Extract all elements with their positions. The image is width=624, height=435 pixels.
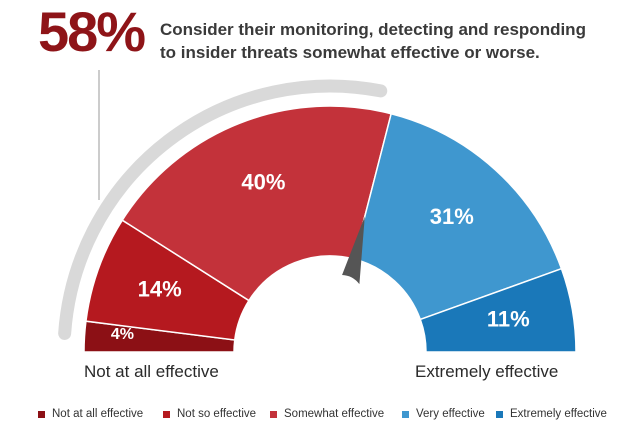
headline-text-line2: to insider threats somewhat effective or… xyxy=(160,43,540,62)
headline-text: Consider their monitoring, detecting and… xyxy=(160,18,620,64)
legend-label: Not at all effective xyxy=(52,408,144,420)
gauge-needle xyxy=(342,216,365,285)
legend-item-somewhat-effective: Somewhat effective xyxy=(270,408,384,420)
legend-item-not-so-effective: Not so effective xyxy=(163,408,256,420)
gauge-value-labels: 4% 14% 40% 31% 11% xyxy=(111,170,530,344)
headline: 58% Consider their monitoring, detecting… xyxy=(38,0,618,70)
legend-item-extremely-effective: Extremely effective xyxy=(496,408,607,420)
legend-label: Somewhat effective xyxy=(284,408,385,420)
legend-swatch xyxy=(38,410,45,418)
legend-swatch xyxy=(496,410,503,418)
right-end-label: Extremely effective xyxy=(415,362,559,381)
legend-label: Extremely effective xyxy=(510,408,607,420)
value-label-not-at-all-effective: 4% xyxy=(111,326,134,343)
gauge-hub xyxy=(235,257,425,435)
legend-item-not-at-all-effective: Not at all effective xyxy=(38,408,143,420)
legend-swatch xyxy=(163,410,170,418)
value-label-not-so-effective: 14% xyxy=(138,277,182,302)
value-label-very-effective: 31% xyxy=(430,204,474,229)
legend: Not at all effective Not so effective Some… xyxy=(38,408,618,428)
gauge-track-arc xyxy=(58,79,388,340)
headline-stat: 58% xyxy=(38,0,146,63)
legend-label: Not so effective xyxy=(177,408,257,420)
slice-extremely-effective xyxy=(419,267,577,353)
gauge-slices xyxy=(83,105,577,353)
headline-text-line1: Consider their monitoring, detecting and… xyxy=(160,20,586,39)
value-label-somewhat-effective: 40% xyxy=(241,170,285,195)
legend-swatch xyxy=(270,410,277,418)
value-label-extremely-effective: 11% xyxy=(487,307,530,332)
legend-label: Very effective xyxy=(416,408,485,420)
legend-item-very-effective: Very effective xyxy=(402,408,485,420)
left-end-label: Not at all effective xyxy=(84,362,219,381)
slice-very-effective xyxy=(352,112,563,321)
legend-swatch xyxy=(402,410,409,418)
slice-somewhat-effective xyxy=(121,105,393,302)
